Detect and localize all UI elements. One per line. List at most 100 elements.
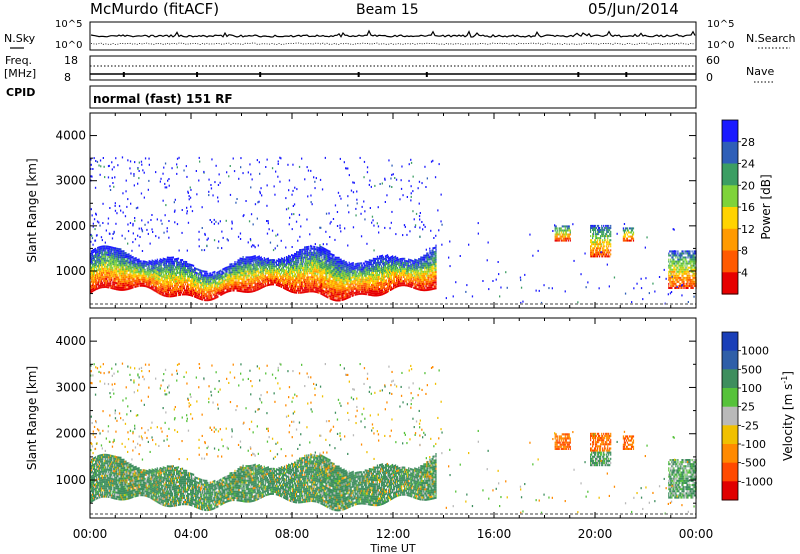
power-cell [105,263,107,266]
power-cell [334,262,336,265]
power-cell [237,285,239,288]
power-cell [283,283,286,286]
power-cell [323,267,325,270]
power-cell [298,285,300,288]
power-cell [345,297,347,300]
power-cell [310,247,312,250]
power-cell [370,273,372,276]
power-cell [147,267,149,270]
power-cell [304,246,306,249]
power-cell [235,269,237,272]
power-cell [122,274,124,277]
power-cell [120,260,122,263]
power-cell [119,270,121,273]
power-cell [349,293,351,296]
power-cell [291,260,293,263]
power-cell [250,262,252,265]
power-cell [322,249,324,251]
power-cell [220,285,222,288]
power-cell [318,279,320,282]
power-cell [126,282,128,285]
power-cell [195,279,197,282]
power-cell [208,278,210,281]
power-cell [186,281,188,284]
power-cell [357,264,359,267]
power-cell [90,257,92,259]
freq-spike [259,72,262,77]
power-cell [291,272,293,275]
power-cell [288,269,290,272]
power-cell [281,280,284,283]
power-cell [342,288,344,291]
power-cell [328,266,330,269]
power-cell [93,283,95,286]
power-cell [375,278,377,281]
power-cell [304,276,306,279]
power-cell [250,264,252,267]
power-cell [188,285,190,288]
power-cell [137,268,139,271]
power-cell [232,283,234,286]
power-cell [91,280,93,283]
power-cell [115,253,117,256]
power-cell [255,289,257,292]
power-cell [118,262,120,265]
power-cell [289,275,291,278]
power-cell [92,274,94,276]
power-cell [181,285,184,288]
power-cell [236,263,238,266]
power-cell [269,277,271,280]
power-cell [356,266,358,269]
power-cell [275,277,277,280]
power-cell [291,278,293,281]
power-cell [93,255,95,258]
power-cell [198,297,200,300]
power-cell [91,274,93,277]
power-cell [166,277,168,279]
power-cell [324,280,326,283]
power-cell [166,268,168,271]
power-cell [365,287,367,290]
power-cell [110,284,112,287]
power-cell [289,289,291,292]
power-cell [141,276,143,279]
power-cell [129,261,131,264]
power-cell [187,275,189,278]
power-cell [114,283,116,286]
power-cell [100,284,102,287]
power-cell [114,263,116,266]
power-cell [307,246,309,248]
power-cell [306,258,308,261]
power-cell [374,266,376,269]
power-cell [134,285,136,288]
power-cell [261,280,263,283]
power-cell [177,271,180,274]
power-cell [267,269,269,272]
power-cell [169,271,171,273]
power-cell [248,270,250,273]
power-cell [152,262,154,265]
power-cell [113,265,115,268]
power-cell [171,270,173,273]
power-cell [208,280,210,283]
power-cell [244,262,246,265]
power-cell [290,259,292,262]
power-cell [108,278,110,281]
power-cell [190,294,192,297]
power-cell [135,279,137,282]
power-cell [334,266,336,269]
power-cell [252,272,254,274]
power-cell [308,260,310,263]
power-cell [159,262,161,265]
power-cell [311,268,313,270]
power-cell [357,291,359,294]
power-cell [349,275,351,278]
power-cell [368,283,370,286]
power-cell [359,280,361,283]
power-cell [141,284,143,287]
power-cell [247,266,249,269]
power-cell [229,281,231,284]
power-cell [301,279,303,282]
power-cell [282,266,285,269]
power-cell [245,262,247,265]
